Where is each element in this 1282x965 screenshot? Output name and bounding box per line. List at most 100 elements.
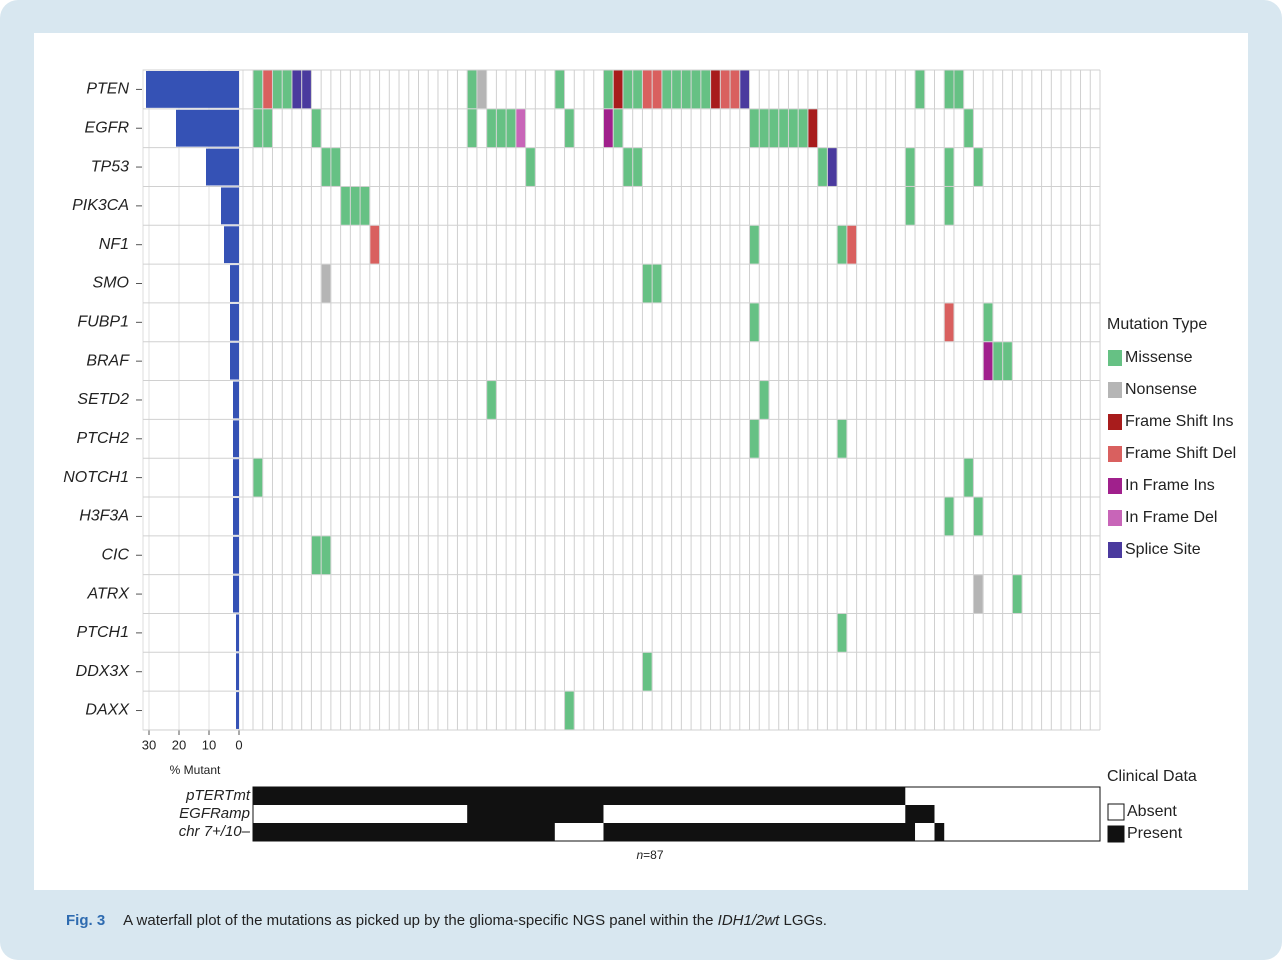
bar (233, 536, 239, 574)
gene-label: TP53 (91, 158, 129, 175)
mutation-cell (623, 70, 633, 109)
mutation-cell (555, 70, 565, 109)
mutation-cell (1003, 342, 1012, 381)
mutation-cell (253, 458, 263, 497)
clinical-present (253, 787, 906, 805)
mutation-cell (652, 264, 662, 303)
mutation-cell (779, 109, 788, 148)
mutation-cell (759, 109, 769, 148)
mutation-cell (808, 109, 818, 148)
mutation-cell (837, 225, 847, 264)
mutation-cell (973, 497, 983, 536)
mutation-cell (905, 148, 915, 186)
track-label: EGFRamp (179, 805, 250, 822)
bar (224, 226, 239, 264)
mutation-cell (973, 575, 983, 613)
n-label: n=87 (636, 848, 663, 862)
gene-label: EGFR (85, 119, 130, 136)
mutation-cell (983, 303, 993, 342)
mutation-cell (633, 70, 642, 109)
caption-end: LGGs. (779, 912, 827, 929)
gene-label: PTEN (86, 81, 129, 98)
clinical-present (253, 823, 555, 841)
gene-label: PTCH2 (77, 430, 130, 447)
x-tick-label: 20 (172, 737, 186, 752)
gene-label: PIK3CA (72, 197, 129, 214)
mutation-cell (964, 458, 973, 497)
mutation-cell (613, 109, 623, 148)
mutation-cell (750, 225, 759, 264)
mutation-cell (642, 264, 652, 303)
mutation-cell (282, 70, 292, 109)
mutation-cell (633, 148, 642, 186)
track-label: chr 7+/10– (179, 823, 251, 840)
clinical-swatch (1107, 825, 1125, 843)
gene-label: SETD2 (77, 391, 129, 408)
bar (233, 420, 239, 458)
mutation-cell (467, 70, 477, 109)
mutation-cell (798, 109, 808, 148)
mutation-cell (788, 109, 798, 148)
mutation-cell (467, 109, 477, 148)
mutation-cell (603, 70, 613, 109)
x-tick-label: 30 (142, 737, 156, 752)
bar (146, 71, 239, 108)
bar (233, 459, 239, 497)
mutation-cell (487, 381, 496, 419)
clinical-present (934, 823, 945, 841)
mutation-cell (360, 186, 370, 225)
x-label: % Mutant (170, 763, 221, 777)
mutation-cell (370, 225, 380, 264)
clinical-present (905, 805, 935, 823)
mutation-cell (759, 381, 769, 419)
mutation-cell (321, 148, 331, 186)
gene-label: NF1 (99, 236, 129, 253)
mutation-cell (993, 342, 1003, 381)
mutation-cell (526, 148, 535, 186)
mutation-cell (837, 419, 847, 458)
legend-swatch (1108, 542, 1122, 558)
mutation-cell (292, 70, 302, 109)
bar (236, 653, 239, 691)
mutation-cell (311, 536, 321, 575)
mutation-cell (711, 70, 720, 109)
gene-label: ATRX (87, 585, 131, 602)
bar (206, 148, 239, 186)
caption-italic: IDH1/2wt (718, 912, 781, 929)
mutation-cell (944, 186, 954, 225)
mutation-cell (944, 497, 954, 536)
mutation-cell (652, 70, 662, 109)
bar (230, 303, 239, 341)
bar (236, 692, 239, 729)
legend-label: Nonsense (1125, 381, 1197, 398)
mutation-cell (847, 225, 857, 264)
gene-label: DAXX (85, 702, 130, 719)
caption-label: Fig. 3 (66, 912, 105, 929)
bar (233, 575, 239, 613)
mutation-cell (750, 419, 759, 458)
mutation-cell (983, 342, 993, 381)
mutation-cell (613, 70, 623, 109)
mutation-cell (769, 109, 779, 148)
mutation-cell (623, 148, 633, 186)
bar (230, 342, 239, 380)
bar (176, 109, 239, 147)
legend-swatch (1108, 478, 1122, 494)
legend-label: Splice Site (1125, 541, 1201, 558)
legend-swatch (1108, 382, 1122, 398)
mutation-cell (681, 70, 691, 109)
gene-label: FUBP1 (77, 314, 129, 331)
bar (230, 265, 239, 302)
mutation-cell (750, 303, 759, 342)
mutation-cell (321, 264, 331, 303)
gene-label: DDX3X (76, 663, 131, 680)
mutation-cell (350, 186, 360, 225)
mutation-cell (272, 70, 282, 109)
mutation-cell (662, 70, 672, 109)
gene-label: H3F3A (79, 508, 129, 525)
mutation-cell (496, 109, 506, 148)
legend-swatch (1108, 510, 1122, 526)
caption: Fig. 3 A waterfall plot of the mutations … (66, 912, 827, 929)
clinical-legend-label: Present (1127, 825, 1183, 842)
mutation-cell (341, 186, 350, 225)
